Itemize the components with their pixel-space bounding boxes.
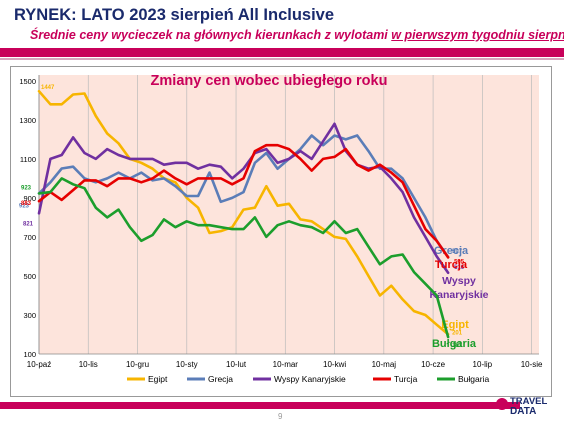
legend-label: Wyspy Kanaryjskie — [274, 374, 346, 384]
x-tick-label: 10-gru — [126, 360, 149, 369]
first-value-label: 1447 — [41, 85, 55, 91]
y-tick-label: 700 — [23, 233, 36, 242]
last-value-label: 201 — [452, 330, 463, 336]
x-tick-label: 10-sty — [176, 360, 198, 369]
header-line — [0, 58, 564, 60]
first-value-label: 821 — [23, 221, 34, 227]
x-tick-label: 10-lut — [226, 360, 247, 369]
series-line — [37, 89, 450, 336]
page-number: 9 — [278, 412, 283, 421]
last-value-label: 595 — [454, 259, 465, 265]
series-name-label: Grecja — [434, 245, 469, 257]
x-tick-label: 10-paź — [27, 360, 51, 369]
page-subtitle: Średnie ceny wycieczek na głównych kieru… — [30, 28, 564, 42]
subtitle-underlined: w pierwszym tygodniu sierpnia — [391, 28, 564, 42]
y-tick-label: 1500 — [19, 77, 36, 86]
x-tick-label: 10-mar — [273, 360, 299, 369]
x-tick-label: 10-sie — [521, 360, 543, 369]
chart-title: Zmiany cen wobec ubiegłego roku — [151, 73, 388, 89]
logo-text-top: TRAVEL — [510, 396, 548, 407]
travel-data-logo: TRAVEL DATA — [496, 394, 558, 420]
series-name-label: Egipt — [441, 319, 469, 331]
y-tick-label: 500 — [23, 272, 36, 281]
y-tick-label: 1100 — [20, 155, 36, 164]
series-line — [37, 177, 450, 339]
last-value-label: 597 — [452, 249, 463, 255]
y-tick-label: 300 — [23, 311, 36, 320]
legend-label: Grecja — [208, 374, 233, 384]
legend-label: Bułgaria — [458, 374, 489, 384]
footer-bar — [0, 402, 520, 409]
x-tick-label: 10-maj — [372, 360, 397, 369]
series-line — [37, 134, 450, 259]
y-tick-label: 100 — [23, 350, 36, 359]
last-value-label: 187 — [452, 343, 463, 349]
legend-label: Egipt — [148, 374, 168, 384]
series-line — [37, 122, 450, 275]
page-title: RYNEK: LATO 2023 sierpień All Inclusive — [14, 6, 335, 24]
logo-text-bottom: DATA — [510, 406, 537, 417]
y-tick-label: 1300 — [19, 116, 36, 125]
series-name-label: Turcja — [435, 259, 468, 271]
chart-frame: 10-paź 10-lis 10-gru 10-sty 10-lut 10-mar 10-k… — [10, 66, 552, 397]
first-value-label: 883 — [21, 201, 32, 207]
series-name-label: Kanaryjskie — [430, 289, 489, 301]
subtitle-text: Średnie ceny wycieczek na głównych kieru… — [30, 28, 392, 42]
series-name-label: Bułgaria — [432, 338, 477, 350]
last-value-label: 516 — [454, 265, 465, 271]
first-value-label: 923 — [21, 185, 32, 191]
first-value-label: 923 — [19, 203, 30, 209]
x-tick-label: 10-kwi — [323, 360, 346, 369]
logo-globe-icon — [496, 398, 508, 410]
x-tick-label: 10-lis — [79, 360, 98, 369]
header-bar — [0, 48, 564, 57]
plot-area — [39, 75, 539, 354]
y-tick-label: 900 — [23, 194, 36, 203]
series-line — [37, 143, 450, 259]
legend-label: Turcja — [394, 374, 418, 384]
x-tick-label: 10-cze — [421, 360, 446, 369]
x-tick-label: 10-lip — [473, 360, 493, 369]
price-change-chart: 10-paź 10-lis 10-gru 10-sty 10-lut 10-mar 10-k… — [19, 73, 543, 384]
series-name-label: Wyspy — [442, 275, 476, 287]
